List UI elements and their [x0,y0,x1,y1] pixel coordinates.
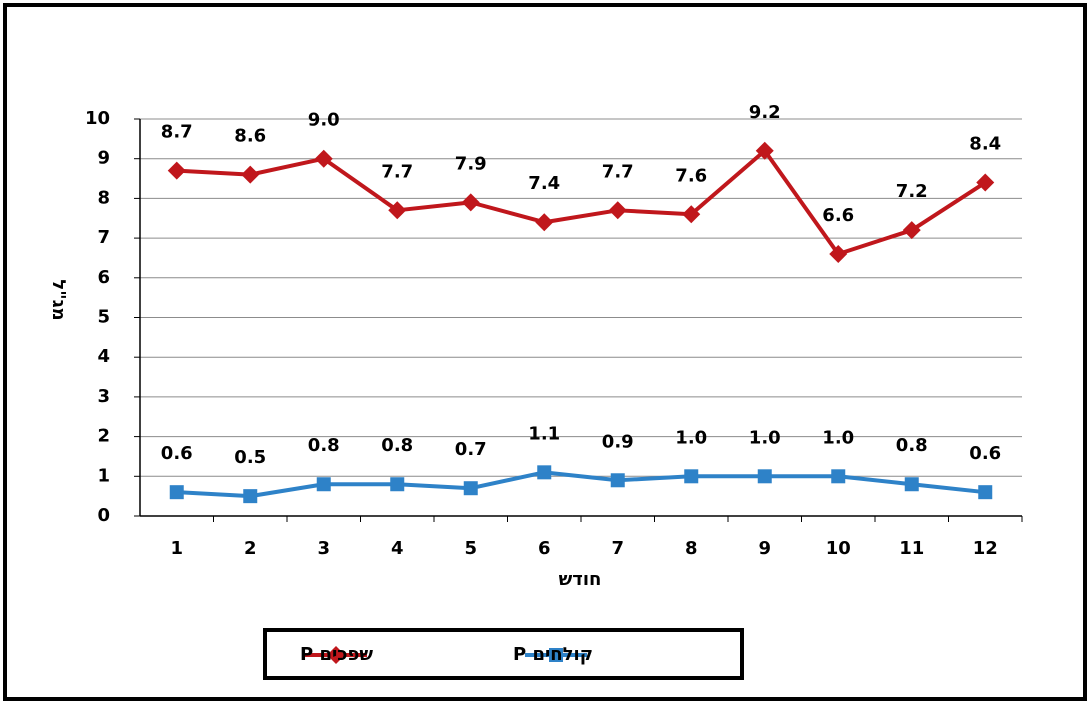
value-label: 0.5 [234,447,266,468]
value-label: 1.0 [822,427,854,448]
y-axis-label: מג"ל [48,279,69,320]
x-tick-label: 2 [244,538,257,559]
point [976,173,995,192]
value-label: 7.2 [896,181,928,202]
point [241,165,260,184]
value-label: 9.0 [308,110,340,131]
y-tick-label: 2 [97,426,110,447]
value-label: 0.8 [308,435,340,456]
value-label: 8.7 [161,122,193,143]
y-tick-label: 4 [97,346,110,367]
point [831,469,846,484]
point [243,489,258,504]
point [316,477,331,492]
value-label: 0.7 [455,439,487,460]
point [608,201,627,220]
point [390,477,405,492]
series-line [176,148,987,256]
point [904,477,919,492]
point [388,201,407,220]
y-tick-label: 1 [97,465,110,486]
point [902,221,921,240]
legend-marker [549,648,563,662]
y-tick-label: 8 [97,187,110,208]
x-tick-label: 3 [317,538,330,559]
value-label: 7.4 [528,173,560,194]
value-label: 8.6 [234,126,266,147]
point [463,481,478,496]
x-tick-label: 9 [758,538,771,559]
x-tick-label: 6 [538,538,551,559]
y-tick-label: 10 [85,108,110,129]
point [682,205,701,224]
point [461,193,480,212]
y-tick-label: 3 [97,386,110,407]
value-label: 9.2 [749,102,781,123]
value-label: 6.6 [822,205,854,226]
x-tick-label: 11 [899,538,924,559]
value-label: 7.7 [381,161,413,182]
point [535,213,554,232]
series-line [176,470,986,499]
value-label: 7.7 [602,161,634,182]
x-tick-label: 4 [391,538,404,559]
point [610,473,625,488]
value-label: 1.1 [528,423,560,444]
y-tick-label: 6 [97,267,110,288]
x-axis-label: חודש [559,569,602,590]
point [757,469,772,484]
point [537,465,552,480]
x-tick-label: 7 [611,538,624,559]
x-tick-label: 10 [826,538,851,559]
y-tick-label: 5 [97,307,110,328]
value-label: 0.6 [969,443,1001,464]
value-label: 0.9 [602,431,634,452]
value-label: 1.0 [675,427,707,448]
value-label: 0.6 [161,443,193,464]
y-tick-label: 9 [97,148,110,169]
point [978,485,993,500]
legend-marker [327,646,345,664]
point [684,469,699,484]
point [167,161,186,180]
legend-label: קולחים P [513,644,593,665]
point [314,149,333,168]
y-tick-label: 7 [97,227,110,248]
value-label: 7.9 [455,153,487,174]
frame [3,3,1087,701]
value-label: 0.8 [896,435,928,456]
x-tick-label: 8 [685,538,698,559]
x-tick-label: 12 [973,538,998,559]
x-tick-label: 5 [464,538,477,559]
value-label: 0.8 [381,435,413,456]
point [829,244,848,263]
value-label: 1.0 [749,427,781,448]
y-tick-label: 0 [97,505,110,526]
point [755,141,774,160]
value-label: 8.4 [969,134,1001,155]
point [169,485,184,500]
legend-label: שפכים P [300,644,373,665]
value-label: 7.6 [675,165,707,186]
x-tick-label: 1 [170,538,183,559]
